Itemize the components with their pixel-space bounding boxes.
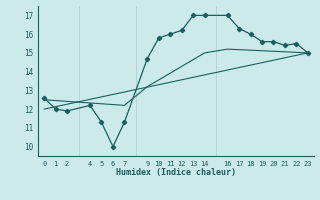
X-axis label: Humidex (Indice chaleur): Humidex (Indice chaleur) — [116, 168, 236, 177]
